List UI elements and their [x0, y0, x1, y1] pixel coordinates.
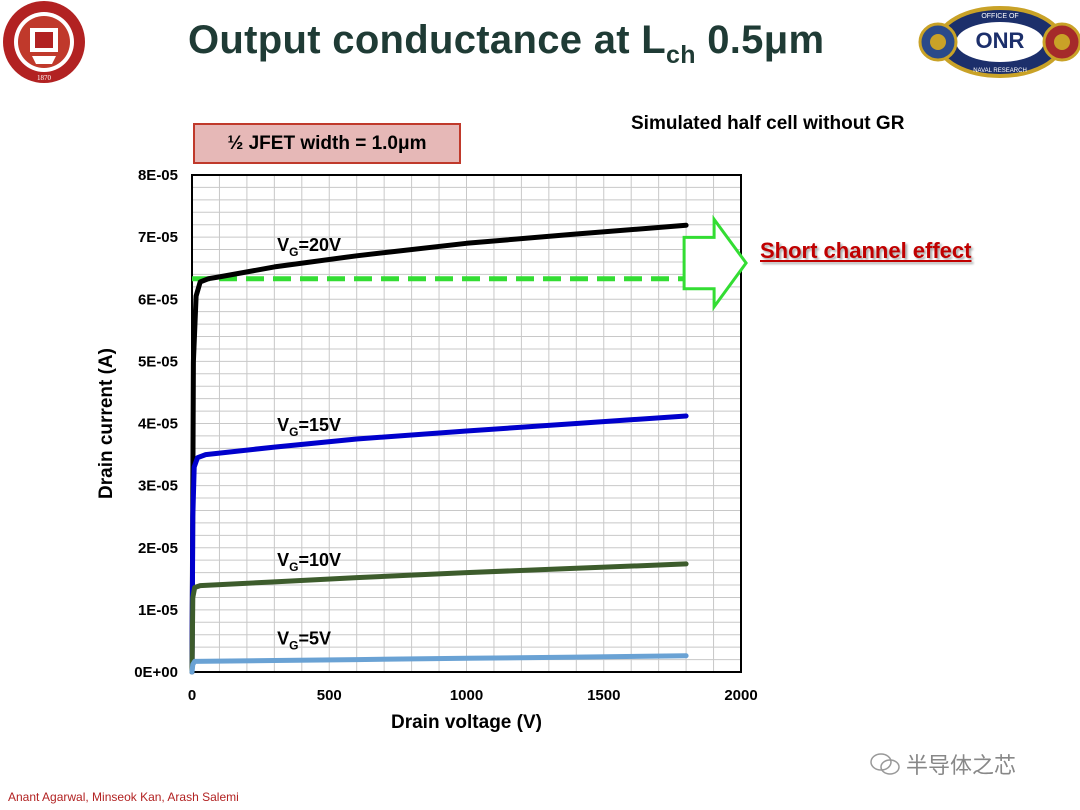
- simulation-note: Simulated half cell without GR: [631, 113, 905, 134]
- series-label-subscript: G: [289, 560, 298, 574]
- series-label-main: V: [277, 235, 289, 255]
- y-tick-label: 5E-05: [138, 353, 178, 370]
- y-tick-label: 1E-05: [138, 602, 178, 619]
- series-label-tail: =10V: [298, 550, 341, 570]
- seal-year: 1870: [37, 74, 52, 82]
- y-tick-label: 6E-05: [138, 291, 178, 308]
- y-tick-label: 8E-05: [138, 167, 178, 184]
- short-channel-arrow-icon: [682, 214, 748, 312]
- series-line: [189, 653, 689, 675]
- series-line: [189, 413, 689, 675]
- title-subscript: ch: [666, 41, 696, 69]
- watermark: 半导体之芯: [870, 748, 1016, 780]
- series-label-tail: =5V: [298, 629, 331, 649]
- tick-layer: 0 500 1000 1500 2000 0E+00 1E-05 2E-05 3E-05 4E-0…: [134, 167, 757, 704]
- title-tail: 0.5μm: [695, 18, 825, 62]
- x-tick-label: 2000: [724, 687, 757, 704]
- y-tick-label: 4E-05: [138, 416, 178, 433]
- series-label-main: V: [277, 415, 289, 435]
- series-line: [189, 561, 689, 675]
- y-axis-title: Drain current (A): [96, 348, 117, 499]
- short-channel-effect-label: Short channel effect: [760, 238, 972, 263]
- x-axis-title: Drain voltage (V): [391, 712, 542, 733]
- title-main: Output conductance at L: [188, 18, 667, 62]
- series-label: VG=20V: [277, 235, 341, 259]
- wechat-icon: [870, 753, 900, 775]
- onr-text: ONR: [976, 28, 1025, 53]
- y-tick-label: 0E+00: [134, 664, 178, 681]
- series-label-subscript: G: [289, 639, 298, 653]
- watermark-text: 半导体之芯: [906, 753, 1017, 778]
- authors-footer: Anant Agarwal, Minseok Kan, Arash Salemi: [8, 790, 239, 804]
- x-tick-label: 1000: [450, 687, 483, 704]
- series-label-tail: =20V: [298, 235, 341, 255]
- y-tick-label: 3E-05: [138, 478, 178, 495]
- onr-logo: ONR OFFICE OF NAVAL RESEARCH: [918, 6, 1080, 78]
- y-tick-label: 2E-05: [138, 540, 178, 557]
- y-tick-label: 7E-05: [138, 229, 178, 246]
- jfet-width-label: ½ JFET width = 1.0μm: [193, 123, 461, 164]
- series-label-main: V: [277, 629, 289, 649]
- series-layer: [189, 222, 689, 675]
- slide-title: Output conductance at Lch 0.5μm: [188, 18, 908, 69]
- onr-bottom-text: NAVAL RESEARCH: [973, 68, 1027, 74]
- x-tick-label: 500: [317, 687, 342, 704]
- series-label-main: V: [277, 550, 289, 570]
- series-label: VG=10V: [277, 550, 341, 574]
- x-tick-label: 0: [188, 687, 196, 704]
- onr-top-text: OFFICE OF: [981, 13, 1018, 20]
- series-label-tail: =15V: [298, 415, 341, 435]
- series-label-subscript: G: [289, 425, 298, 439]
- series-label-subscript: G: [289, 245, 298, 259]
- ohio-state-seal-logo: 1870: [3, 1, 85, 83]
- grid-layer: [192, 175, 741, 672]
- series-line: [189, 222, 689, 675]
- series-label: VG=15V: [277, 415, 341, 439]
- x-tick-label: 1500: [587, 687, 620, 704]
- series-label: VG=5V: [277, 629, 331, 653]
